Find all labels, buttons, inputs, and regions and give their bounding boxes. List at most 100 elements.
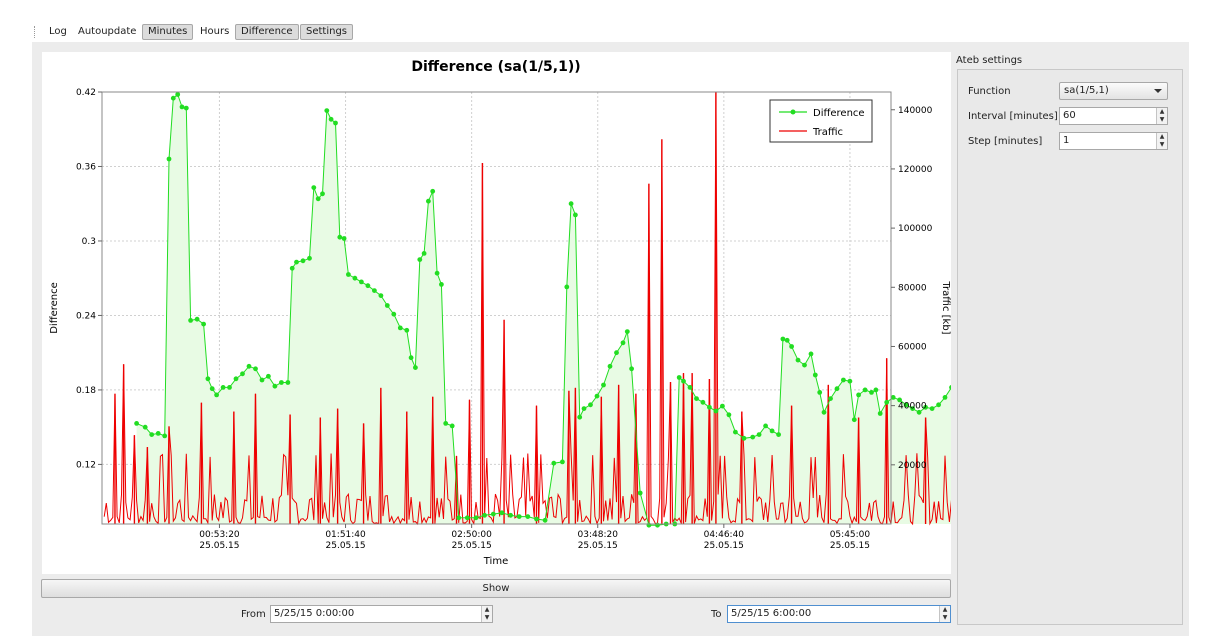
difference-point (246, 363, 252, 369)
x-axis-label: Time (483, 556, 508, 567)
difference-point (499, 510, 505, 516)
difference-point (629, 366, 634, 372)
y-tick-label: 0.36 (76, 162, 96, 172)
y-tick-label: 0.42 (76, 88, 96, 98)
spin-down-icon[interactable]: ▼ (484, 614, 490, 621)
difference-point (378, 293, 384, 298)
y2-axis-label: Traffic [kb] (940, 280, 951, 334)
difference-point (594, 393, 600, 399)
difference-point (581, 406, 587, 411)
main-area: 0.42 0.36 0.3 0.24 0.18 0.12 140000 120000 1000… (32, 42, 1189, 636)
settings-panel: Function sa(1/5,1) Interval [minutes] 60… (957, 69, 1183, 625)
function-label: Function (968, 86, 1011, 97)
to-spinner[interactable]: ▲ ▼ (939, 606, 950, 622)
difference-point (936, 402, 941, 408)
difference-point (726, 412, 732, 418)
difference-point (413, 365, 418, 370)
spin-down-icon[interactable]: ▼ (1159, 116, 1165, 123)
difference-point (328, 116, 334, 122)
difference-point (333, 120, 338, 126)
y2-tick-label: 20000 (898, 461, 927, 471)
interval-label: Interval [minutes] (968, 111, 1058, 122)
difference-point (240, 371, 245, 377)
spin-up-icon[interactable]: ▲ (942, 606, 948, 613)
difference-point (720, 403, 725, 409)
difference-point (620, 340, 626, 346)
difference-point (259, 377, 265, 383)
x-tick-time: 00:53:20 (199, 530, 240, 540)
difference-point (949, 385, 951, 390)
difference-point (473, 515, 479, 521)
x-tick-date: 25.05.15 (199, 541, 239, 551)
x-tick-date: 25.05.15 (830, 541, 870, 551)
chevron-down-icon[interactable] (1154, 89, 1162, 93)
difference-point (923, 404, 928, 410)
to-label: To (711, 609, 722, 620)
difference-point (397, 325, 403, 331)
difference-point (253, 366, 258, 372)
spin-up-icon[interactable]: ▲ (1159, 133, 1165, 140)
step-value: 1 (1063, 135, 1070, 146)
difference-point (155, 431, 161, 436)
tab-autoupdate[interactable]: Autoupdate (78, 26, 137, 37)
step-spinner[interactable]: ▲ ▼ (1156, 133, 1167, 149)
tab-hours[interactable]: Hours (200, 26, 230, 37)
tab-minutes[interactable]: Minutes (142, 24, 194, 40)
difference-point (834, 386, 840, 392)
show-button[interactable]: Show (41, 579, 951, 598)
difference-point (828, 396, 833, 401)
step-field[interactable]: 1 ▲ ▼ (1059, 132, 1168, 150)
spin-up-icon[interactable]: ▲ (484, 606, 490, 613)
from-datetime-field[interactable]: 5/25/15 0:00:00 ▲ ▼ (270, 605, 493, 623)
difference-point (359, 279, 364, 285)
x-tick-time: 01:51:40 (325, 530, 366, 540)
difference-point (443, 421, 449, 426)
chart-legend: Difference Traffic (769, 99, 873, 143)
tab-difference[interactable]: Difference (235, 24, 299, 40)
y2-tick-label: 40000 (898, 402, 927, 412)
x-tick-time: 02:50:00 (451, 530, 492, 540)
difference-point (808, 351, 814, 357)
y-tick-label: 0.18 (76, 386, 96, 396)
difference-point (315, 196, 321, 202)
from-value: 5/25/15 0:00:00 (274, 608, 355, 619)
difference-point (421, 251, 427, 256)
toolbar-grip[interactable] (34, 26, 38, 38)
tab-settings[interactable]: Settings (300, 24, 354, 40)
difference-point (227, 385, 232, 390)
y2-tick-label: 100000 (898, 224, 933, 234)
to-datetime-field[interactable]: 5/25/15 6:00:00 ▲ ▼ (727, 605, 951, 623)
difference-point (449, 423, 455, 429)
spin-down-icon[interactable]: ▼ (942, 614, 948, 621)
difference-point (614, 350, 619, 356)
difference-point (372, 288, 377, 293)
spin-down-icon[interactable]: ▼ (1159, 141, 1165, 148)
difference-point (516, 514, 522, 519)
from-spinner[interactable]: ▲ ▼ (481, 606, 492, 622)
interval-field[interactable]: 60 ▲ ▼ (1059, 107, 1168, 125)
difference-point (188, 318, 194, 323)
difference-point (741, 435, 747, 441)
y2-tick-label: 140000 (898, 106, 933, 116)
interval-spinner[interactable]: ▲ ▼ (1156, 108, 1167, 124)
tab-log[interactable]: Log (49, 26, 67, 37)
difference-point (194, 316, 200, 322)
difference-point (162, 433, 168, 439)
spin-up-icon[interactable]: ▲ (1159, 108, 1165, 115)
difference-point (279, 380, 284, 385)
legend-difference-marker (790, 109, 796, 115)
difference-point (784, 337, 790, 343)
difference-point (676, 375, 682, 380)
legend-difference-label: Difference (813, 108, 865, 119)
difference-point (352, 275, 358, 281)
difference-point (205, 376, 211, 382)
difference-point (134, 421, 139, 426)
difference-point (588, 402, 593, 408)
to-value: 5/25/15 6:00:00 (731, 608, 812, 619)
difference-point (573, 212, 578, 218)
y-axis-label: Difference (49, 282, 60, 334)
difference-point (170, 95, 176, 101)
function-select[interactable]: sa(1/5,1) (1059, 82, 1168, 100)
difference-point (456, 515, 462, 521)
difference-point (233, 376, 239, 382)
